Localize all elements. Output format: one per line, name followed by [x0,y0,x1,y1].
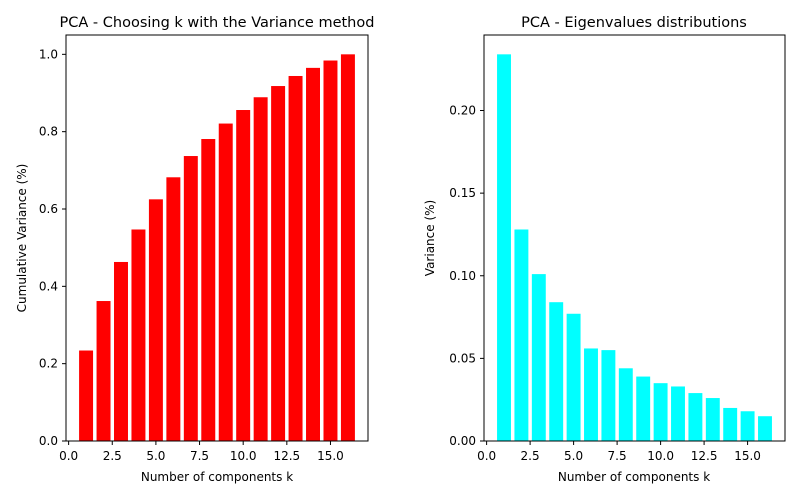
bar [340,54,355,441]
x-tick-label: 10.0 [647,449,674,463]
y-tick-label: 0.2 [39,357,58,371]
bar [723,407,738,441]
bar [497,54,511,441]
y-tick-label: 0.00 [449,434,476,448]
bar [131,229,146,441]
cumulative-variance-chart: PCA - Choosing k with the Variance metho… [15,15,374,484]
x-ticks: 0.0 2.5 5.0 7.5 10.0 12.5 15.0 [59,441,344,463]
bar [618,368,633,441]
x-tick-label: 15.0 [317,449,344,463]
y-tick-label: 0.15 [449,186,476,200]
bar [96,301,111,441]
bar [671,386,685,441]
chart-title: PCA - Eigenvalues distributions [521,15,747,31]
bar [253,97,268,441]
bar [601,350,616,441]
eigenvalues-chart: PCA - Eigenvalues distributions 0.0 2.5 5.… [423,15,786,484]
chart-title: PCA - Choosing k with the Variance metho… [60,15,375,31]
y-ticks: 0.0 0.2 0.4 0.6 0.8 1.0 [39,47,66,448]
bar [531,274,546,441]
y-tick-label: 0.6 [39,202,58,216]
plot-frame [65,34,369,442]
bar [566,313,581,441]
x-ticks: 0.0 2.5 5.0 7.5 10.0 12.5 15.0 [477,441,761,463]
bar [218,123,233,442]
bar [79,350,94,441]
x-tick-label: 12.5 [691,449,718,463]
bars [497,54,772,441]
bar [549,302,564,441]
y-tick-label: 0.05 [449,351,476,365]
y-tick-label: 0.4 [39,279,58,293]
bar [740,411,755,441]
bar [584,348,598,441]
bar [758,416,772,441]
x-tick-label: 0.0 [477,449,496,463]
x-axis-label: Number of components k [141,470,293,484]
y-tick-label: 0.8 [39,125,58,139]
bar [288,75,303,442]
bar [271,86,286,441]
bar [514,229,529,441]
x-tick-label: 7.5 [190,449,209,463]
x-tick-label: 15.0 [734,449,761,463]
x-tick-label: 5.0 [146,449,165,463]
y-ticks: 0.00 0.05 0.10 0.15 0.20 [449,104,484,448]
bar [653,383,668,441]
y-tick-label: 0.10 [449,269,476,283]
x-tick-label: 5.0 [564,449,583,463]
y-tick-label: 1.0 [39,47,58,61]
y-tick-label: 0.0 [39,434,58,448]
bar [236,110,251,441]
x-tick-label: 2.5 [521,449,540,463]
x-tick-label: 7.5 [608,449,627,463]
x-tick-label: 10.0 [230,449,257,463]
bar [183,156,198,441]
x-tick-label: 2.5 [103,449,122,463]
y-axis-label: Cumulative Variance (%) [15,164,29,313]
bar [636,376,651,441]
y-axis-label: Variance (%) [423,200,437,276]
bar [166,177,181,442]
x-tick-label: 12.5 [273,449,300,463]
bar [148,199,163,441]
bar [114,261,128,441]
plot-frame [483,34,786,442]
y-tick-label: 0.20 [449,104,476,118]
bar [201,139,216,441]
bar [323,60,338,442]
bar [705,398,720,441]
x-tick-label: 0.0 [59,449,78,463]
bars [79,54,355,442]
x-axis-label: Number of components k [558,470,710,484]
bar [306,67,320,442]
bar [688,393,703,441]
